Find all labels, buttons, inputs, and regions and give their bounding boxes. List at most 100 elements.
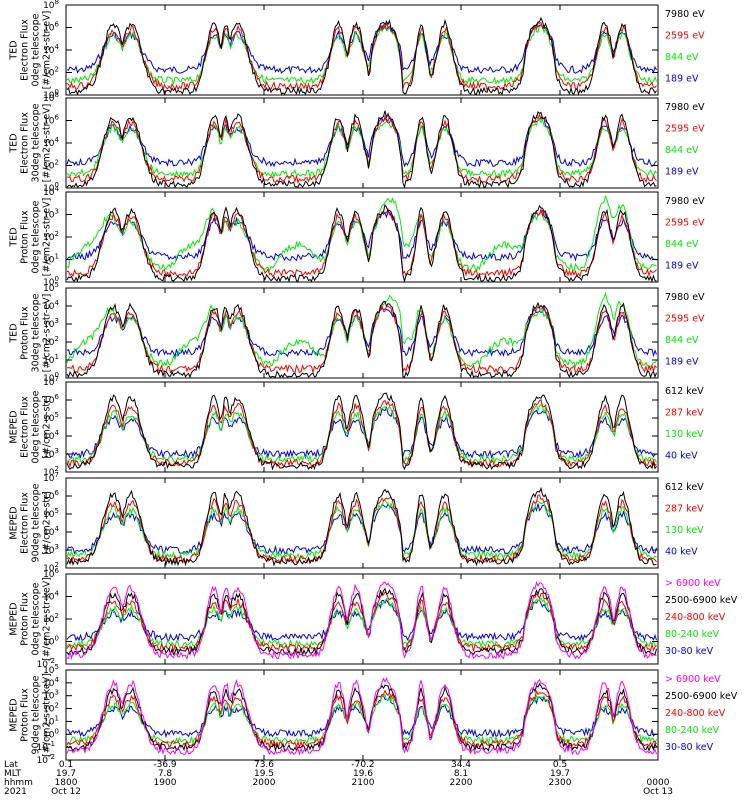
x-tick-hhmm: 2100 bbox=[352, 778, 375, 788]
legend-item: 189 eV bbox=[665, 356, 699, 367]
series-red bbox=[66, 398, 657, 469]
y-tick-label: 100 bbox=[43, 371, 59, 384]
y-tick-label: 102 bbox=[43, 465, 59, 478]
y-axis-label: TEDProton Flux30deg telescope[#/cm2-s-st… bbox=[9, 293, 53, 372]
x-tick-hhmm: 2200 bbox=[450, 778, 473, 788]
x-tick-mlt: 19.7 bbox=[550, 769, 570, 779]
x-tick-hhmm: 0000 bbox=[647, 778, 670, 788]
y-tick-label: 106 bbox=[43, 489, 59, 502]
x-row-label: Lat bbox=[4, 760, 19, 770]
legend-item: 7980 eV bbox=[665, 9, 705, 20]
legend-item: 7980 eV bbox=[665, 196, 705, 207]
x-tick-date: Oct 12 bbox=[51, 787, 81, 797]
legend-item: 80-240 keV bbox=[665, 725, 720, 736]
series-red bbox=[66, 207, 657, 278]
legend-item: 189 eV bbox=[665, 166, 699, 177]
y-tick-label: 10-2 bbox=[37, 753, 55, 766]
y-tick-label: 104 bbox=[43, 429, 59, 442]
y-axis-label: TEDElectron Flux0deg telescope[#/cm2-s-s… bbox=[9, 11, 53, 90]
legend-item: 130 keV bbox=[665, 429, 704, 440]
y-tick-label: 104 bbox=[43, 43, 59, 56]
legend-item: 844 eV bbox=[665, 145, 699, 156]
y-tick-label: 10-2 bbox=[37, 657, 55, 670]
y-axis-label: MEPEDElectron Flux90deg telescope[#/cm2-… bbox=[9, 483, 53, 562]
series-red bbox=[66, 689, 657, 749]
legend-item: 7980 eV bbox=[665, 292, 705, 303]
legend-item: 240-800 keV bbox=[665, 612, 726, 623]
y-tick-label: 104 bbox=[43, 525, 59, 538]
legend-item: 30-80 keV bbox=[665, 742, 714, 753]
legend-item: 30-80 keV bbox=[665, 646, 714, 657]
legend-item: 40 keV bbox=[665, 546, 698, 557]
y-tick-label: 103 bbox=[43, 543, 59, 556]
panel-5: 102 103 104 105 106 107 MEPEDElectron Flux0deg… bbox=[9, 375, 705, 478]
y-axis-label: MEPEDProton Flux90deg telescope[#/cm2-s-… bbox=[9, 673, 53, 757]
legend-item: 2500-6900 keV bbox=[665, 595, 738, 606]
y-tick-label: 105 bbox=[43, 663, 59, 676]
legend-item: > 6900 keV bbox=[665, 674, 721, 685]
legend-item: 240-800 keV bbox=[665, 708, 726, 719]
y-axis-label: MEPEDProton Flux0deg telescope[#/cm2-s-s… bbox=[9, 577, 53, 661]
x-tick-mlt: 7.8 bbox=[158, 769, 173, 779]
series-green bbox=[66, 25, 657, 85]
y-tick-label: 102 bbox=[43, 561, 59, 574]
y-tick-label: 106 bbox=[43, 567, 59, 580]
x-tick-hhmm: 2000 bbox=[253, 778, 276, 788]
x-tick-hhmm: 1900 bbox=[154, 778, 177, 788]
y-tick-label: 108 bbox=[43, 91, 59, 104]
y-axis-label: TEDProton Flux0deg telescope[#/cm2-s-str… bbox=[9, 198, 53, 277]
y-tick-label: 104 bbox=[43, 299, 59, 312]
legend-item: 130 keV bbox=[665, 525, 704, 536]
x-tick-lat: 73.6 bbox=[254, 760, 274, 770]
y-tick-label: 105 bbox=[43, 281, 59, 294]
series-black bbox=[66, 587, 657, 657]
legend-item: 80-240 keV bbox=[665, 629, 720, 640]
y-tick-label: 10-1 bbox=[37, 740, 55, 753]
series-blue bbox=[66, 405, 657, 460]
legend-item: 2595 eV bbox=[665, 30, 705, 41]
legend-item: 844 eV bbox=[665, 52, 699, 63]
y-tick-label: 100 bbox=[43, 727, 59, 740]
x-row-label: 2021 bbox=[4, 787, 27, 797]
y-axis-label: TEDElectron Flux30deg telescope[#/cm2-s-… bbox=[9, 103, 53, 182]
y-tick-label: 100 bbox=[43, 88, 59, 101]
y-tick-label: 101 bbox=[43, 253, 59, 266]
y-tick-label: 103 bbox=[43, 689, 59, 702]
x-tick-date: Oct 13 bbox=[643, 787, 673, 797]
y-tick-label: 106 bbox=[43, 393, 59, 406]
panel-frame bbox=[65, 669, 659, 761]
y-tick-label: 101 bbox=[43, 714, 59, 727]
y-tick-label: 103 bbox=[43, 208, 59, 221]
y-tick-label: 104 bbox=[43, 590, 59, 603]
series-red bbox=[66, 21, 657, 92]
y-tick-label: 102 bbox=[43, 335, 59, 348]
legend-item: 844 eV bbox=[665, 239, 699, 250]
y-tick-label: 102 bbox=[43, 159, 59, 172]
series-black bbox=[66, 682, 657, 753]
y-tick-label: 100 bbox=[43, 181, 59, 194]
panel-frame bbox=[65, 573, 659, 665]
y-tick-label: 104 bbox=[43, 676, 59, 689]
y-tick-label: 106 bbox=[43, 114, 59, 127]
legend-item: 2595 eV bbox=[665, 123, 705, 134]
series-green bbox=[66, 291, 657, 369]
legend-item: > 6900 keV bbox=[665, 578, 721, 589]
series-black bbox=[66, 110, 657, 189]
legend-item: 287 keV bbox=[665, 503, 704, 514]
x-row-label: hhmm bbox=[4, 778, 33, 788]
y-tick-label: 107 bbox=[43, 375, 59, 388]
series-red bbox=[66, 304, 657, 375]
series-green bbox=[66, 117, 657, 180]
y-tick-label: 102 bbox=[43, 66, 59, 79]
x-tick-mlt: 8.1 bbox=[454, 769, 468, 779]
x-tick-mlt: 19.6 bbox=[353, 769, 373, 779]
y-tick-label: 103 bbox=[43, 317, 59, 330]
panel-frame bbox=[65, 287, 659, 379]
series-black bbox=[66, 392, 657, 471]
panel-frame bbox=[65, 381, 659, 473]
y-tick-label: 108 bbox=[43, 0, 59, 11]
